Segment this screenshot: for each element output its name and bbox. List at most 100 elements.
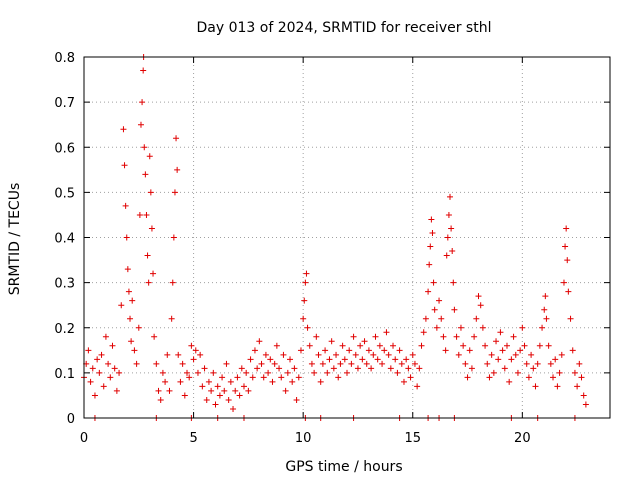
data-point: [442, 347, 449, 354]
data-point: [563, 225, 570, 232]
data-point: [462, 360, 469, 367]
data-point: [262, 351, 269, 358]
data-point: [368, 365, 375, 372]
data-point: [311, 369, 318, 376]
data-point: [142, 171, 149, 178]
data-point: [153, 360, 160, 367]
data-point: [558, 351, 565, 358]
data-point: [205, 378, 212, 385]
data-point: [201, 365, 208, 372]
data-point: [418, 342, 425, 349]
data-point: [280, 351, 287, 358]
data-point: [179, 360, 186, 367]
data-point: [394, 369, 401, 376]
data-point: [129, 297, 136, 304]
data-point: [94, 356, 101, 363]
data-point: [431, 306, 438, 313]
data-point: [267, 356, 274, 363]
data-point: [510, 333, 517, 340]
data-point: [536, 342, 543, 349]
data-point: [302, 279, 309, 286]
data-point: [243, 369, 250, 376]
data-point: [475, 293, 482, 300]
data-point: [387, 365, 394, 372]
data-point: [374, 356, 381, 363]
data-point: [124, 266, 131, 273]
data-point: [405, 365, 412, 372]
data-point: [328, 338, 335, 345]
data-point: [136, 211, 143, 218]
data-point: [121, 162, 128, 169]
y-tick-label: 0.6: [54, 141, 75, 156]
data-point: [448, 225, 455, 232]
data-point: [137, 121, 144, 128]
data-point: [385, 351, 392, 358]
data-point: [87, 378, 94, 385]
data-point: [128, 338, 135, 345]
data-point: [276, 365, 283, 372]
data-point: [569, 347, 576, 354]
data-point: [530, 365, 537, 372]
data-point: [457, 324, 464, 331]
data-point: [291, 365, 298, 372]
data-point: [120, 126, 127, 133]
data-point: [508, 356, 515, 363]
y-axis-ticks: 0 0.1 0.2 0.3 0.4 0.5 0.6 0.7 0.8: [54, 51, 610, 427]
data-point: [519, 324, 526, 331]
data-point: [100, 383, 107, 390]
data-point: [414, 383, 421, 390]
data-point: [333, 351, 340, 358]
data-point: [493, 338, 500, 345]
data-point: [197, 351, 204, 358]
data-point: [450, 279, 457, 286]
data-point: [365, 347, 372, 354]
grid-layer: [84, 57, 610, 418]
data-point: [335, 374, 342, 381]
data-point: [135, 324, 142, 331]
data-point: [188, 342, 195, 349]
data-point: [324, 369, 331, 376]
data-point: [140, 67, 147, 74]
data-point: [370, 351, 377, 358]
data-point: [230, 405, 237, 412]
data-point: [247, 356, 254, 363]
data-point: [223, 360, 230, 367]
data-point: [271, 360, 278, 367]
data-point: [133, 360, 140, 367]
data-point: [256, 338, 263, 345]
data-point: [357, 342, 364, 349]
data-point: [319, 360, 326, 367]
points-layer: [81, 54, 589, 421]
data-point: [580, 392, 587, 399]
data-point: [499, 347, 506, 354]
data-point: [451, 306, 458, 313]
data-point: [166, 387, 173, 394]
data-point: [350, 333, 357, 340]
data-point: [344, 369, 350, 376]
data-point: [411, 360, 418, 367]
data-point: [545, 342, 552, 349]
data-point: [287, 356, 294, 363]
data-point: [359, 356, 366, 363]
data-point: [556, 369, 563, 376]
data-point: [379, 360, 386, 367]
data-point: [177, 378, 184, 385]
data-point: [210, 369, 217, 376]
data-point: [315, 351, 322, 358]
data-point: [567, 315, 574, 322]
data-point: [141, 144, 148, 151]
data-point: [444, 234, 451, 241]
data-point: [155, 387, 162, 394]
data-point: [173, 135, 180, 142]
data-point: [269, 378, 276, 385]
data-point: [571, 369, 578, 376]
data-point: [284, 369, 291, 376]
data-point: [236, 392, 243, 399]
data-point: [346, 347, 353, 354]
x-tick-label: 5: [189, 431, 197, 446]
data-point: [525, 374, 532, 381]
data-point: [143, 211, 150, 218]
data-point: [89, 365, 96, 372]
data-point: [159, 369, 166, 376]
